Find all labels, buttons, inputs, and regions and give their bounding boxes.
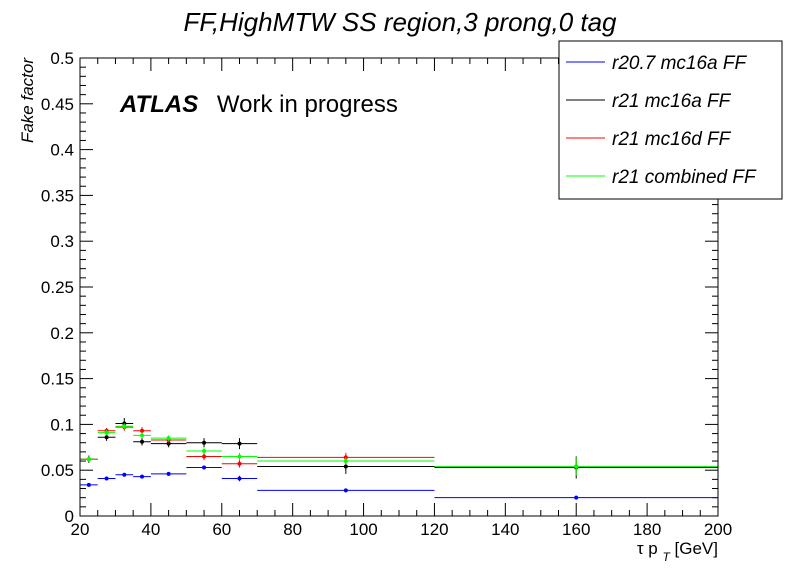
chart-title: FF,HighMTW SS region,3 prong,0 tag: [183, 7, 617, 37]
data-point: [237, 441, 242, 446]
x-tick-label: 120: [420, 520, 448, 539]
legend-label: r21 combined FF: [612, 167, 757, 188]
data-point: [86, 482, 91, 487]
data-point: [104, 430, 109, 435]
legend-label: r21 mc16a FF: [612, 91, 732, 112]
series-group: [80, 465, 718, 500]
series-group: [80, 423, 718, 476]
data-point: [343, 464, 348, 469]
x-axis-label-unit: [GeV]: [675, 539, 718, 558]
x-tick-label: 20: [71, 520, 90, 539]
y-tick-label: 0: [65, 507, 74, 526]
data-point: [86, 457, 91, 462]
data-points: [80, 417, 718, 500]
data-point: [140, 428, 145, 433]
data-point: [237, 476, 242, 481]
y-tick-label: 0.15: [41, 370, 74, 389]
data-point: [166, 436, 171, 441]
x-axis-label-subscript: T: [662, 550, 671, 564]
data-point: [237, 461, 242, 466]
plot-frame: [79, 57, 719, 517]
data-point: [104, 435, 109, 440]
atlas-annotation: ATLAS Work in progress: [119, 91, 398, 118]
y-axis-label: Fake factor: [18, 57, 37, 143]
legend-label: r20.7 mc16a FF: [612, 53, 747, 74]
data-point: [202, 454, 207, 459]
data-point: [574, 495, 579, 500]
x-tick-label: 60: [212, 520, 231, 539]
x-tick-label: 40: [141, 520, 160, 539]
y-tick-label: 0.5: [50, 49, 74, 68]
y-tick-label: 0.35: [41, 186, 74, 205]
x-axis-label: τ p T [GeV]: [637, 539, 718, 565]
data-point: [166, 471, 171, 476]
legend-box: [558, 40, 783, 200]
data-point: [202, 440, 207, 445]
legend: r20.7 mc16a FF r21 mc16a FF r21 mc16d FF r2…: [558, 40, 783, 200]
y-tick-label: 0.4: [50, 141, 74, 160]
data-point: [574, 464, 579, 469]
x-tick-labels: 20 40 60 80 100 120 140 160 180 200: [71, 520, 733, 539]
work-in-progress-label: Work in progress: [217, 91, 398, 118]
data-point: [166, 441, 171, 446]
y-tick-label: 0.2: [50, 324, 74, 343]
data-point: [237, 454, 242, 459]
data-point: [140, 474, 145, 479]
data-point: [202, 465, 207, 470]
y-tick-label: 0.1: [50, 415, 74, 434]
legend-label: r21 mc16d FF: [612, 129, 732, 150]
x-tick-label: 100: [349, 520, 377, 539]
x-tick-label: 160: [562, 520, 590, 539]
y-tick-label: 0.25: [41, 278, 74, 297]
x-tick-label: 80: [283, 520, 302, 539]
data-point: [104, 476, 109, 481]
x-tick-label: 140: [491, 520, 519, 539]
legend-items: r20.7 mc16a FF r21 mc16a FF r21 mc16d FF r2…: [566, 53, 757, 188]
data-point: [122, 424, 127, 429]
data-point: [202, 448, 207, 453]
x-axis-label-main: τ p: [637, 539, 658, 558]
data-point: [122, 472, 127, 477]
y-tick-label: 0.45: [41, 95, 74, 114]
x-tick-label: 200: [704, 520, 732, 539]
data-point: [140, 433, 145, 438]
y-tick-labels: 0 0.05 0.1 0.15 0.2 0.25 0.3 0.35 0.4 0.45 0.5: [41, 49, 74, 526]
x-tick-label: 180: [633, 520, 661, 539]
y-tick-label: 0.3: [50, 232, 74, 251]
atlas-label: ATLAS: [119, 91, 198, 118]
data-point: [343, 459, 348, 464]
data-point: [343, 488, 348, 493]
data-point: [140, 439, 145, 444]
y-tick-label: 0.05: [41, 461, 74, 480]
